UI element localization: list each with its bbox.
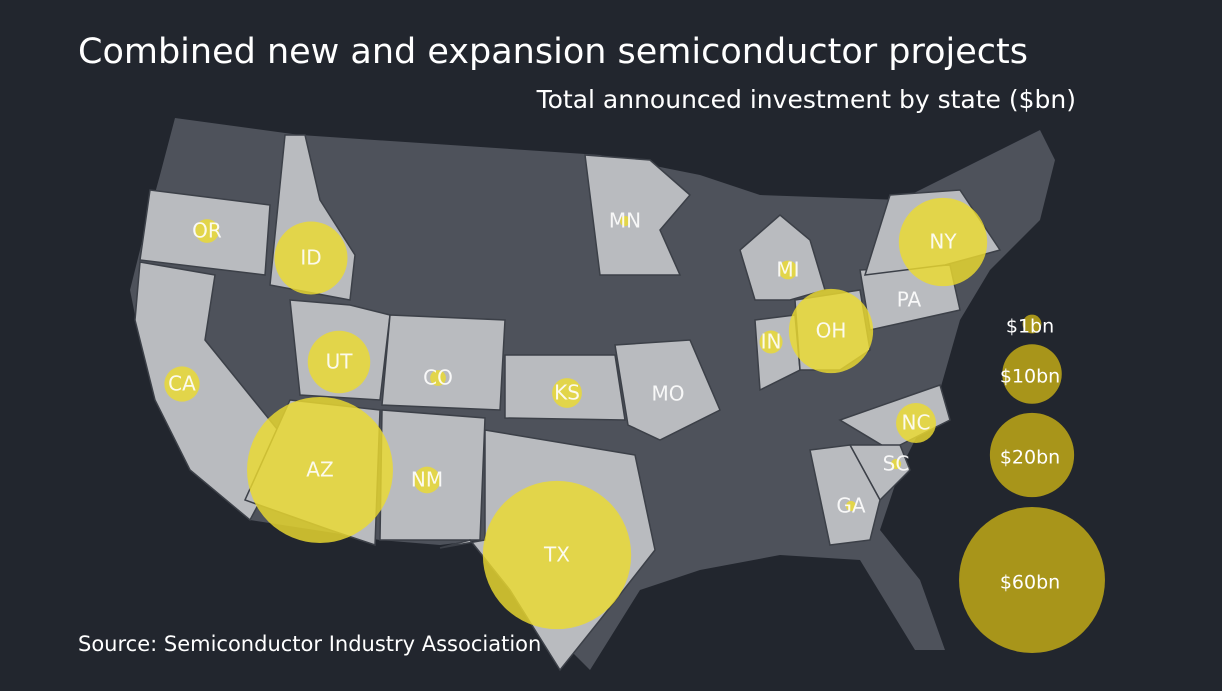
- state-label: IN: [761, 330, 782, 354]
- state-label: CO: [423, 366, 453, 390]
- state-label: TX: [543, 543, 570, 567]
- state-label: CA: [168, 372, 196, 396]
- investment-bubble: [890, 458, 902, 470]
- state-label: MN: [609, 209, 641, 233]
- investment-bubble: [430, 370, 446, 386]
- state-label: OR: [192, 219, 222, 243]
- state-label: NC: [902, 411, 931, 435]
- state-shape: [381, 314, 506, 411]
- investment-bubble: [482, 480, 632, 630]
- investment-bubble: [413, 466, 441, 494]
- state-label: ID: [300, 246, 321, 270]
- state-label: NY: [929, 230, 957, 254]
- legend-bubble: [1002, 344, 1062, 404]
- investment-bubble: [788, 288, 874, 374]
- legend-label: $10bn: [1000, 366, 1060, 388]
- legend: $1bn $10bn $20bn $60bn: [959, 314, 1105, 653]
- legend-bubble: [959, 507, 1105, 653]
- legend-label: $60bn: [1000, 572, 1060, 594]
- state-label: NM: [411, 468, 443, 492]
- state-label: AZ: [306, 458, 333, 482]
- investment-bubble: [552, 378, 582, 408]
- state-label: MI: [776, 258, 799, 282]
- title: Combined new and expansion semiconductor…: [78, 32, 1028, 72]
- bubbles: [164, 197, 988, 630]
- source: Source: Semiconductor Industry Associati…: [78, 632, 541, 656]
- legend-bubble: [989, 412, 1075, 498]
- state-label: GA: [836, 494, 865, 518]
- investment-bubble: [778, 260, 798, 280]
- investment-bubble: [896, 403, 936, 443]
- state-label: SC: [883, 452, 910, 476]
- investment-bubble: [274, 221, 348, 295]
- state-label: MO: [652, 382, 685, 406]
- investment-bubble: [759, 330, 783, 354]
- investment-bubble: [195, 219, 219, 243]
- legend-label: $1bn: [1006, 316, 1054, 338]
- investment-bubble: [247, 397, 393, 543]
- legend-bubble: [1022, 314, 1042, 334]
- state-shape: [614, 339, 721, 441]
- state-label: UT: [326, 350, 354, 374]
- state-label: KS: [554, 381, 580, 405]
- state-shape: [584, 154, 692, 276]
- state-labels: OR ID CA UT AZ NM CO KS TX MO MN MI IN OH PA NY NC SC GA: [168, 209, 957, 567]
- legend-label: $20bn: [1000, 447, 1060, 469]
- state-label: PA: [897, 288, 922, 312]
- subtitle: Total announced investment by state ($bn…: [536, 85, 1076, 114]
- investment-bubble: [619, 215, 631, 227]
- investment-bubble: [898, 197, 988, 287]
- investment-bubble: [164, 366, 200, 402]
- state-label: OH: [816, 319, 847, 343]
- state-shape: [809, 444, 881, 546]
- investment-bubble: [845, 500, 857, 512]
- investment-bubble: [307, 330, 371, 394]
